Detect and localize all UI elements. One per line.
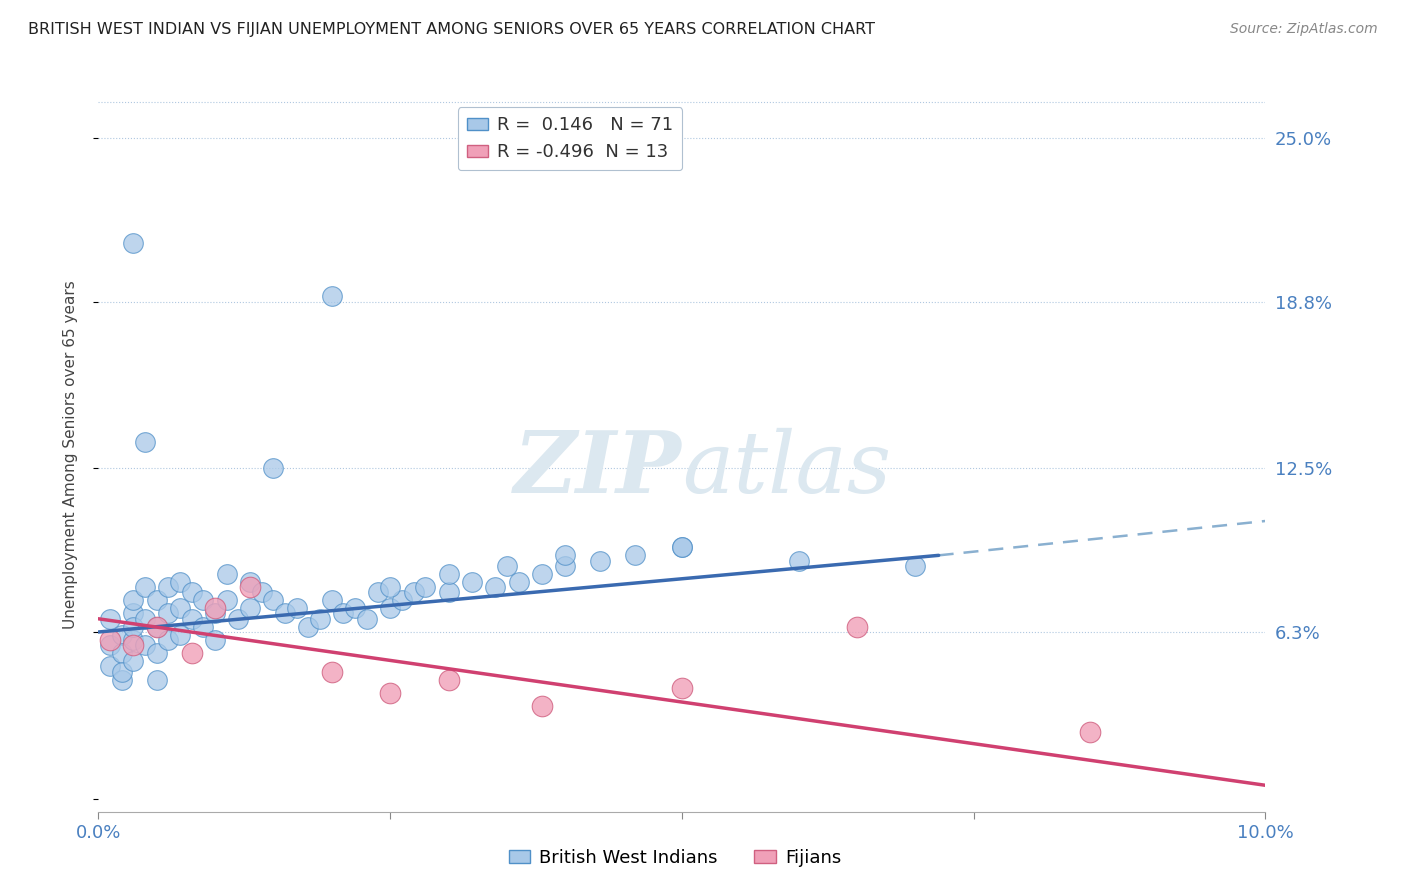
Point [378,601,402,615]
Point [146,673,169,687]
Point [122,593,145,607]
Point [332,607,354,621]
Point [122,654,145,668]
Point [1080,725,1102,739]
Point [262,593,284,607]
Point [193,593,215,607]
Point [111,627,134,641]
Text: Source: ZipAtlas.com: Source: ZipAtlas.com [1230,22,1378,37]
Point [134,612,156,626]
Point [391,593,413,607]
Point [215,566,238,581]
Point [250,585,273,599]
Point [157,580,180,594]
Point [554,558,576,573]
Point [98,612,121,626]
Point [169,601,191,615]
Point [98,632,121,647]
Point [215,593,238,607]
Point [671,541,693,555]
Point [285,601,308,615]
Point [530,566,553,581]
Point [111,646,134,660]
Point [484,580,506,594]
Point [787,554,810,568]
Point [180,612,202,626]
Point [146,646,169,660]
Point [274,607,297,621]
Point [378,686,402,700]
Point [402,585,425,599]
Point [367,585,389,599]
Point [845,620,868,634]
Point [146,620,169,634]
Point [98,659,121,673]
Point [508,574,530,589]
Point [461,574,484,589]
Point [437,673,460,687]
Point [204,632,226,647]
Point [157,632,180,647]
Point [530,698,553,713]
Text: BRITISH WEST INDIAN VS FIJIAN UNEMPLOYMENT AMONG SENIORS OVER 65 YEARS CORRELATI: BRITISH WEST INDIAN VS FIJIAN UNEMPLOYME… [28,22,875,37]
Text: atlas: atlas [682,428,891,510]
Point [228,612,250,626]
Point [321,593,343,607]
Point [122,632,145,647]
Point [589,554,612,568]
Y-axis label: Unemployment Among Seniors over 65 years: Unemployment Among Seniors over 65 years [63,281,77,629]
Point [169,574,191,589]
Point [122,620,145,634]
Point [356,612,378,626]
Point [193,620,215,634]
Point [169,627,191,641]
Point [98,638,121,652]
Point [671,541,693,555]
Point [495,558,517,573]
Point [239,601,262,615]
Point [180,585,202,599]
Point [309,612,332,626]
Point [122,638,145,652]
Legend: R =  0.146   N = 71, R = -0.496  N = 13: R = 0.146 N = 71, R = -0.496 N = 13 [457,107,682,170]
Point [239,574,262,589]
Point [437,566,460,581]
Point [111,665,134,679]
Point [413,580,436,594]
Point [111,673,134,687]
Point [321,665,343,679]
Point [157,607,180,621]
Point [146,620,169,634]
Point [262,461,284,475]
Point [134,580,156,594]
Point [297,620,319,634]
Point [321,289,343,303]
Point [437,585,460,599]
Point [554,549,576,563]
Point [671,681,693,695]
Point [134,638,156,652]
Point [204,607,226,621]
Point [146,593,169,607]
Point [239,580,262,594]
Point [122,236,145,251]
Legend: British West Indians, Fijians: British West Indians, Fijians [502,842,848,874]
Point [180,646,202,660]
Text: ZIP: ZIP [515,427,682,511]
Point [134,434,156,449]
Point [904,558,927,573]
Point [344,601,367,615]
Point [122,607,145,621]
Point [204,601,226,615]
Point [378,580,402,594]
Point [624,549,647,563]
